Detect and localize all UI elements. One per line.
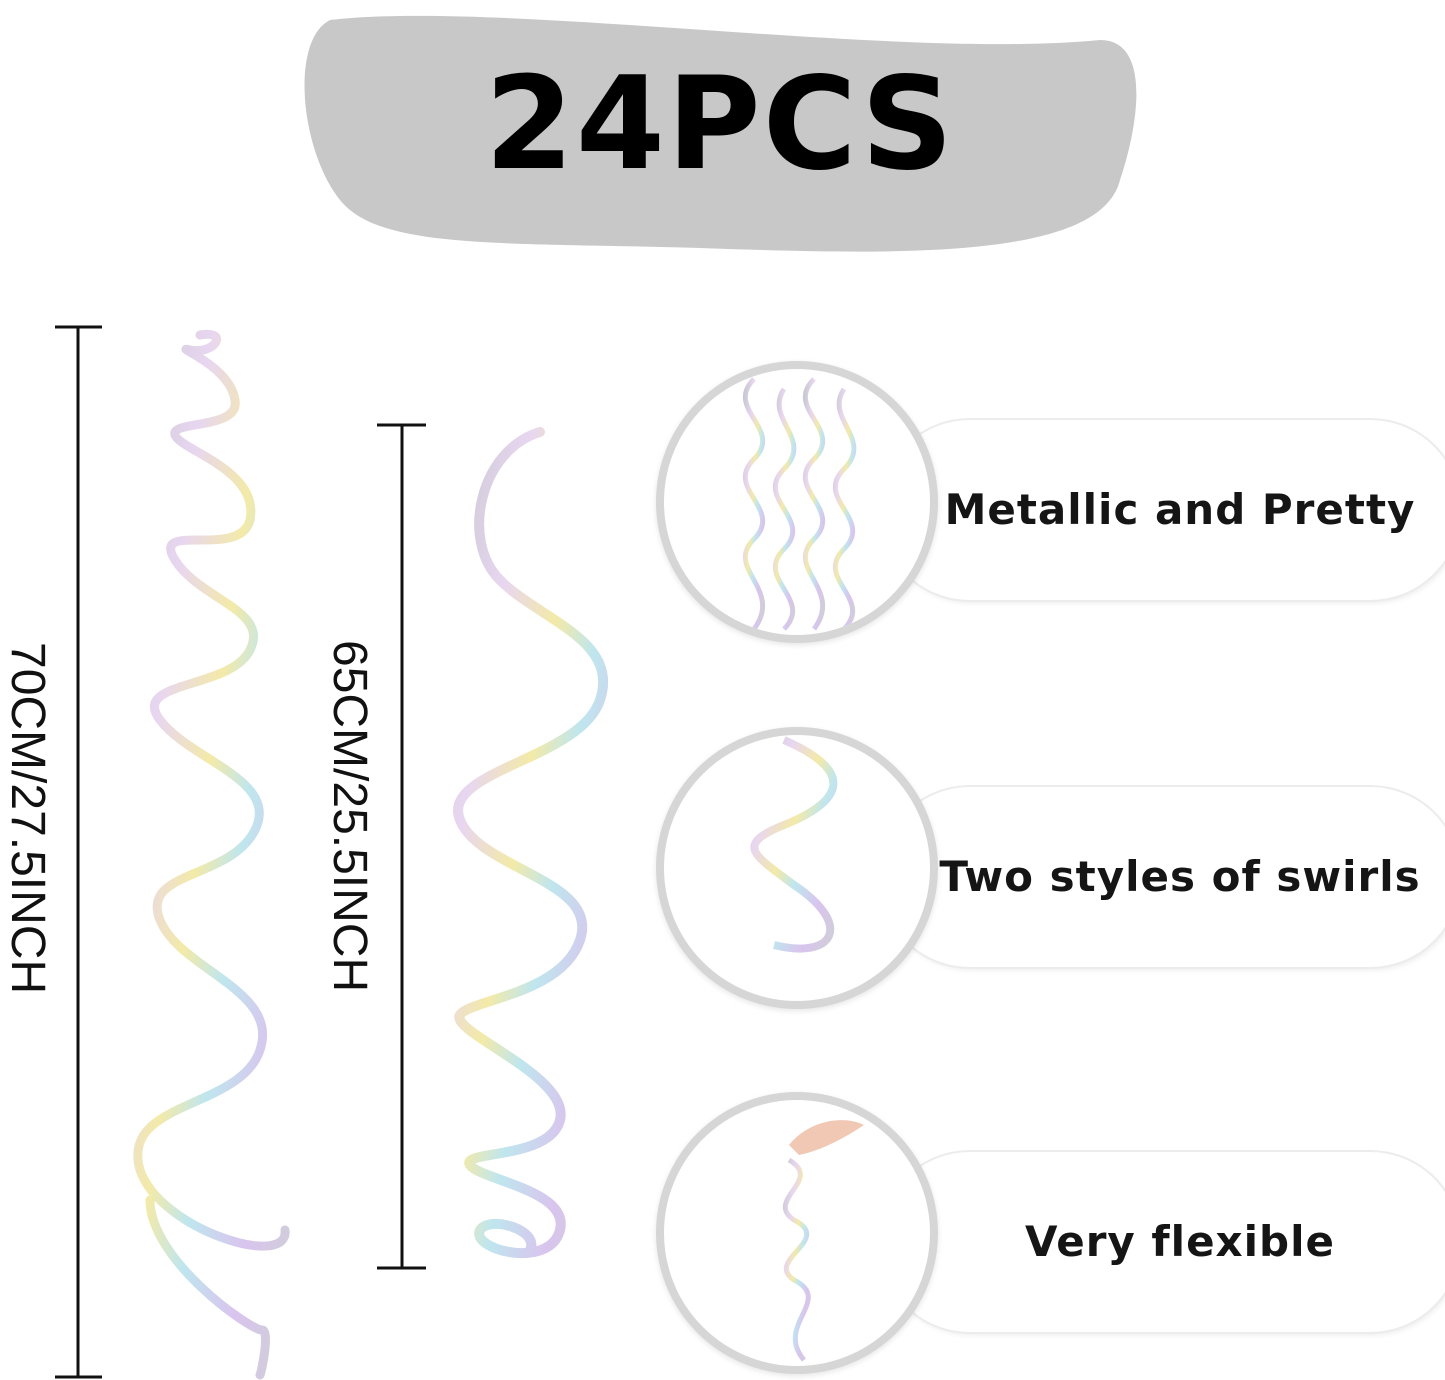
feature-label: Very flexible bbox=[1025, 1217, 1335, 1266]
measure-label-65cm: 65CM/25.5INCH bbox=[323, 640, 376, 993]
headline: 24PCS bbox=[484, 50, 956, 199]
short-swirl bbox=[453, 427, 608, 1258]
measure-line-65cm bbox=[377, 423, 426, 1270]
measure-line-70cm bbox=[55, 325, 102, 1379]
feature-label: Metallic and Pretty bbox=[944, 485, 1416, 534]
swirl-cluster-image-icon bbox=[656, 361, 938, 643]
single-swirl-image-icon bbox=[656, 727, 938, 1009]
feature-card-metallic: Metallic and Pretty bbox=[880, 420, 1445, 600]
hand-holding-swirl-image-icon bbox=[656, 1092, 938, 1374]
measure-label-70cm: 70CM/27.5INCH bbox=[1, 642, 54, 995]
title-blob bbox=[304, 15, 1137, 252]
feature-card-flexible: Very flexible bbox=[880, 1152, 1445, 1332]
feature-card-styles: Two styles of swirls bbox=[880, 787, 1445, 967]
feature-label: Two styles of swirls bbox=[939, 852, 1421, 901]
long-swirl bbox=[133, 329, 290, 1380]
